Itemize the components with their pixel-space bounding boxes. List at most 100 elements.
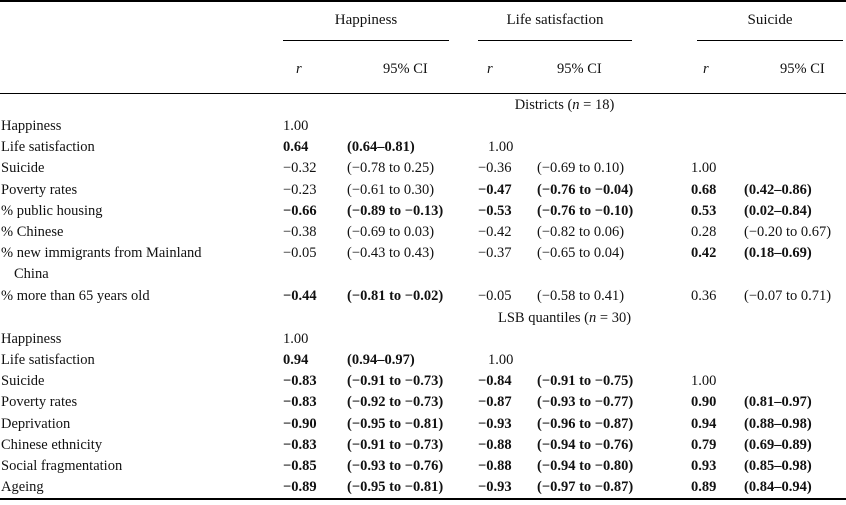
cell-r: 1.00 [691, 373, 717, 390]
cell-r: −0.88 [478, 436, 512, 453]
cell-ci: (−0.91 to −0.73) [347, 436, 444, 453]
cell-r: −0.38 [283, 224, 317, 241]
cell-r [691, 350, 744, 371]
row-label: % Chinese [1, 224, 64, 241]
cell-r: 1.00 [488, 139, 514, 156]
subheader-r: r [691, 41, 745, 94]
subheader-ci: 95% CI [347, 41, 478, 94]
cell-ci [744, 371, 846, 392]
cell-r: 0.42 [691, 245, 717, 262]
cell-ci: (0.42–0.86) [744, 181, 812, 198]
cell-ci: (0.84–0.94) [744, 479, 812, 496]
cell-ci [744, 116, 846, 137]
table-row: Happiness 1.00 [0, 116, 846, 137]
cell-r: −0.83 [283, 436, 317, 453]
cell-ci: (−0.93 to −0.77) [537, 394, 634, 411]
section-spacer [0, 307, 283, 329]
col-group-label: Suicide [747, 12, 793, 29]
cell-ci: (−0.95 to −0.81) [347, 415, 444, 432]
cell-ci: (−0.95 to −0.81) [347, 479, 444, 496]
table-row: Life satisfaction 0.94 (0.94–0.97) 1.00 [0, 350, 846, 371]
cell-r: −0.89 [283, 479, 317, 496]
table-row: Life satisfaction 0.64 (0.64–0.81) 1.00 [0, 137, 846, 158]
life-satisfaction-spanner-rule: Life satisfaction [478, 2, 633, 41]
cell-r: −0.44 [283, 287, 317, 304]
cell-r: −0.93 [478, 415, 512, 432]
table-row: Poverty rates −0.83 (−0.92 to −0.73) −0.87 (… [0, 392, 846, 413]
cell-ci [537, 329, 691, 350]
cell-ci: (−0.61 to 0.30) [347, 181, 435, 198]
cell-r: −0.32 [283, 160, 317, 177]
cell-r: −0.83 [283, 394, 317, 411]
cell-r: −0.53 [478, 202, 512, 219]
cell-r: −0.42 [478, 224, 512, 241]
cell-r: 0.89 [691, 479, 717, 496]
row-label: Suicide [1, 160, 45, 177]
cell-r [478, 116, 537, 137]
cell-r: −0.05 [283, 245, 317, 262]
cell-r [478, 329, 537, 350]
table-row: Chinese ethnicity −0.83 (−0.91 to −0.73) −0… [0, 435, 846, 456]
cell-r: −0.88 [478, 458, 512, 475]
section-header-row: LSB quantiles (n = 30) [0, 307, 846, 329]
row-label: Chinese ethnicity [1, 436, 103, 453]
cell-r: 0.28 [691, 224, 717, 241]
table-row: Poverty rates −0.23 (−0.61 to 0.30) −0.47 (−… [0, 180, 846, 201]
row-label: % more than 65 years old [1, 287, 150, 304]
table-row: Social fragmentation −0.85 (−0.93 to −0.76… [0, 456, 846, 477]
cell-r: −0.05 [478, 287, 512, 304]
cell-ci: (−0.07 to 0.71) [744, 287, 832, 304]
r-symbol: r [487, 61, 493, 78]
table-row: Ageing −0.89 (−0.95 to −0.81) −0.93 (−0.97 t… [0, 477, 846, 498]
cell-ci: (−0.69 to 0.10) [537, 160, 625, 177]
cell-r: −0.85 [283, 458, 317, 475]
col-group-suicide: Suicide [691, 2, 846, 41]
cell-ci: (−0.81 to −0.02) [347, 287, 444, 304]
cell-r: −0.36 [478, 160, 512, 177]
cell-r: 0.93 [691, 458, 717, 475]
subheader-r: r [478, 41, 537, 94]
cell-r: 0.64 [283, 139, 309, 156]
cell-ci: (0.64–0.81) [347, 139, 415, 156]
column-group-row: Happiness Life satisfaction Suicide [0, 2, 846, 41]
subheader-row: r 95% CI r 95% CI r 95% CI [0, 41, 846, 94]
cell-ci [347, 116, 478, 137]
cell-ci [537, 116, 691, 137]
row-label: Deprivation [1, 415, 71, 432]
cell-ci [744, 350, 846, 371]
row-label: Poverty rates [1, 394, 78, 411]
table-body: Districts (n = 18) Happiness 1.00 Life sati… [0, 94, 846, 498]
cell-r: 0.36 [691, 287, 717, 304]
cell-ci: (0.94–0.97) [347, 352, 415, 369]
cell-r: −0.23 [283, 181, 317, 198]
row-label: Life satisfaction [1, 352, 95, 369]
section-title: LSB quantiles (n = 30) [497, 309, 632, 326]
col-group-happiness: Happiness [283, 2, 478, 41]
r-symbol: r [296, 61, 302, 78]
cell-ci: (−0.89 to −0.13) [347, 202, 444, 219]
cell-ci [744, 137, 846, 158]
cell-ci: (0.81–0.97) [744, 394, 812, 411]
section-header-row: Districts (n = 18) [0, 94, 846, 116]
cell-r: −0.87 [478, 394, 512, 411]
cell-r: 1.00 [488, 352, 514, 369]
cell-ci: (0.85–0.98) [744, 458, 812, 475]
table-row: % new immigrants from Mainland China −0.05… [0, 243, 846, 285]
cell-r: 0.53 [691, 202, 717, 219]
cell-r: −0.90 [283, 415, 317, 432]
row-label: Happiness [1, 330, 62, 347]
r-symbol: r [703, 61, 709, 78]
cell-r: −0.84 [478, 373, 512, 390]
cell-r: 1.00 [283, 118, 309, 134]
col-group-label: Life satisfaction [506, 12, 604, 29]
cell-r: −0.37 [478, 245, 512, 262]
cell-r: 0.68 [691, 181, 717, 198]
cell-r: −0.47 [478, 181, 512, 198]
subheader-ci: 95% CI [537, 41, 692, 94]
cell-ci: (−0.20 to 0.67) [744, 224, 832, 241]
table-row: % public housing −0.66 (−0.89 to −0.13) −0.… [0, 201, 846, 222]
cell-r: 1.00 [283, 330, 309, 347]
cell-ci: (0.18–0.69) [744, 245, 812, 262]
